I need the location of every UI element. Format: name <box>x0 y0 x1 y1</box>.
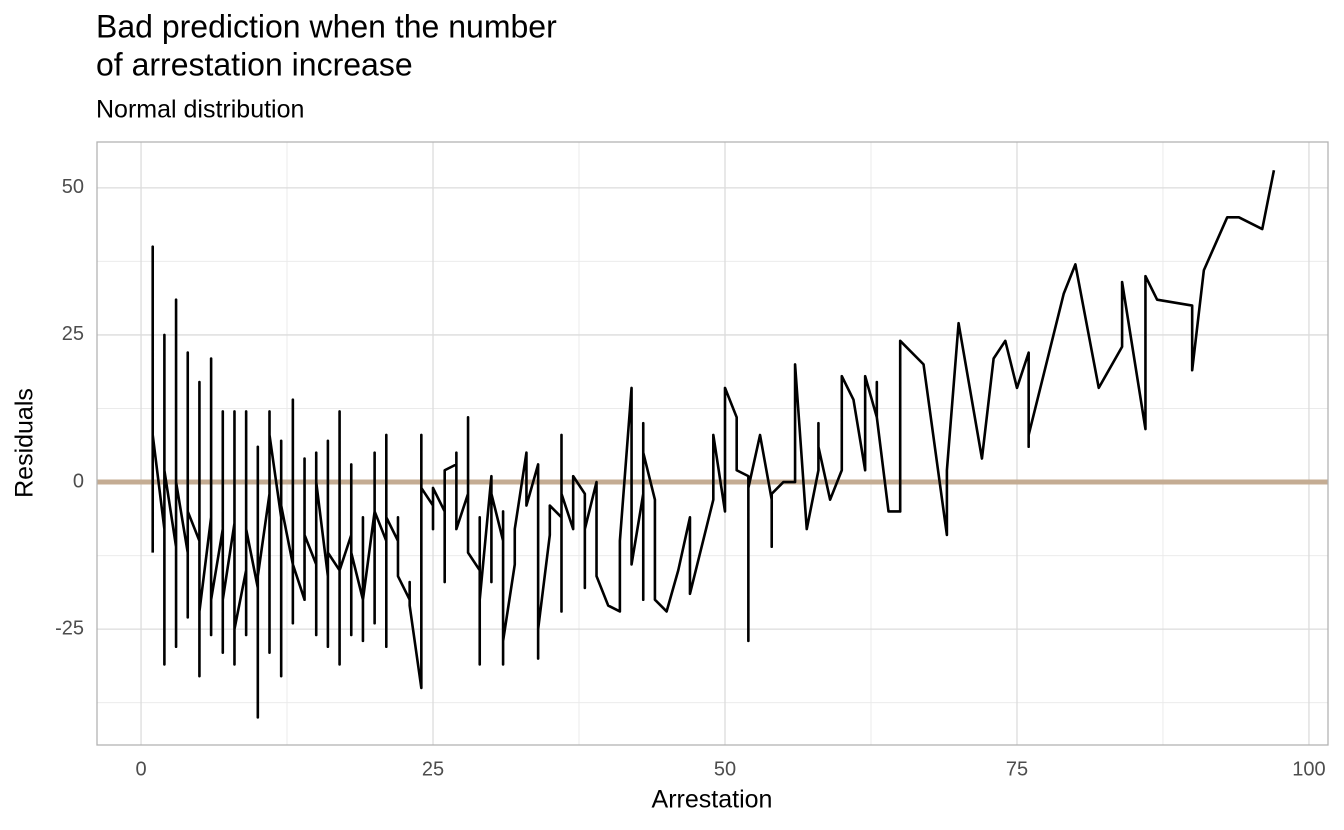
x-axis-title: Arrestation <box>652 786 773 814</box>
data-line <box>151 169 1276 719</box>
x-tick-label: 50 <box>714 758 736 780</box>
y-tick-label: -25 <box>55 617 84 639</box>
x-tick-label: 100 <box>1292 758 1325 780</box>
y-axis-title: Residuals <box>11 388 39 498</box>
x-tick-label: 75 <box>1006 758 1028 780</box>
y-tick-label: 25 <box>62 323 84 345</box>
chart-subtitle: Normal distribution <box>96 96 304 124</box>
panel-border <box>96 141 1329 746</box>
y-tick-label: 50 <box>62 176 84 198</box>
x-tick-label: 25 <box>422 758 444 780</box>
chart-title: Bad prediction when the number <box>96 8 557 44</box>
y-tick-label: 0 <box>73 470 84 492</box>
x-tick-label: 0 <box>135 758 146 780</box>
chart-title: of arrestation increase <box>96 46 413 82</box>
